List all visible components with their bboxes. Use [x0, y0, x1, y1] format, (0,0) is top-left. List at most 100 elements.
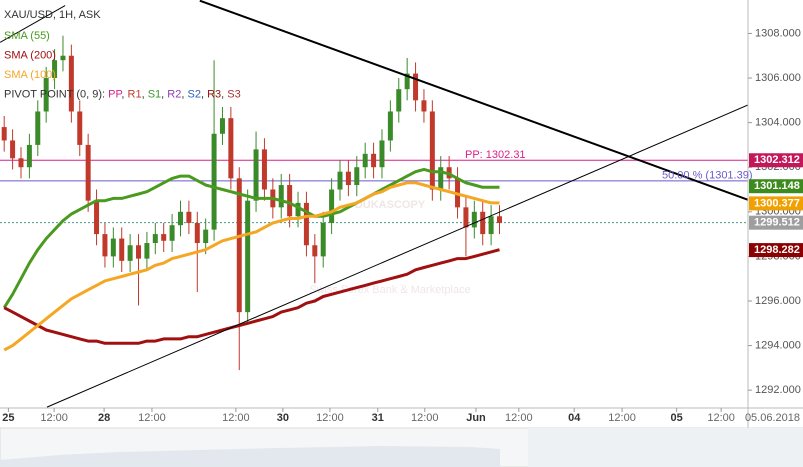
pivot-item: R1: [128, 88, 142, 100]
legend-entry: SMA (55): [4, 30, 50, 42]
candle-body: [312, 245, 318, 257]
candle-body: [337, 171, 343, 190]
candle-body: [144, 243, 150, 259]
candle-body: [169, 225, 175, 241]
candle-body: [429, 111, 435, 190]
candle-body: [119, 238, 125, 261]
candle-body: [77, 111, 83, 145]
legend-entry: SMA (200): [4, 49, 56, 61]
candle-body: [236, 178, 242, 313]
x-tick-label: 31: [372, 412, 384, 424]
level-label: PP: 1302.31: [465, 149, 526, 161]
candle-body: [480, 211, 486, 235]
price-tag-label: 1299.512: [754, 217, 800, 229]
chart-title: XAU/USD, 1H, ASK: [4, 9, 101, 21]
candle-body: [194, 222, 200, 244]
y-tick-label: 1296.000: [755, 295, 801, 307]
pivot-item: PP: [108, 88, 122, 100]
candle-body: [211, 133, 217, 230]
pivot-separator: ,: [161, 88, 167, 100]
x-tick-label: 12:00: [411, 412, 439, 424]
x-tick-label: 05: [671, 412, 683, 424]
candle-body: [438, 167, 444, 190]
pivot-separator: ,: [142, 88, 148, 100]
x-tick-label: 12:00: [40, 412, 68, 424]
candle-body: [10, 140, 16, 159]
pivot-item: S2: [187, 88, 200, 100]
candle-body: [94, 200, 100, 235]
candle-body: [43, 78, 49, 112]
navigator-area: [0, 446, 500, 467]
price-tag: [749, 196, 803, 211]
y-tick-label: 1304.000: [755, 117, 801, 129]
legend-entry: SMA (100): [4, 69, 56, 81]
x-tick-label: 12:00: [505, 412, 533, 424]
candle-body: [127, 245, 133, 261]
candle-body: [219, 118, 225, 134]
candle-body: [371, 153, 377, 168]
trendline: [0, 5, 66, 43]
candle-body: [26, 144, 32, 168]
candle-body: [245, 200, 251, 313]
x-tick-label: 30: [277, 412, 289, 424]
sma-line: [2, 167, 500, 309]
candle-body: [35, 111, 41, 145]
candle-body: [295, 202, 301, 217]
pivot-item: R3: [207, 88, 221, 100]
watermark-text: DUKASCOPY: [355, 199, 426, 211]
candle-body: [152, 234, 158, 244]
candle-body: [102, 234, 108, 257]
candle-body: [110, 238, 116, 257]
x-tick-label: 04: [568, 412, 581, 424]
trendline: [46, 104, 748, 408]
date-stamp: 05.06.2018: [745, 412, 800, 424]
pivot-separator: ,: [201, 88, 207, 100]
candle-body: [362, 153, 368, 168]
candle-body: [253, 149, 259, 201]
watermark: DUKASCOPY Swiss Forex Bank & Marketplace: [309, 199, 470, 296]
pivot-separator: ,: [181, 88, 187, 100]
candle-body: [413, 73, 419, 101]
price-tag-label: 1300.377: [754, 197, 800, 209]
price-tag: [749, 243, 803, 258]
candle-body: [60, 55, 66, 61]
candle-body: [320, 222, 326, 257]
x-tick-label: 12:00: [608, 412, 636, 424]
pivot-label: PIVOT POINT (0, 9):: [4, 88, 105, 100]
pivot-legend: PIVOT POINT (0, 9): PP, R1, S1, R2, S2, …: [4, 88, 241, 100]
price-tag: [749, 215, 803, 230]
candle-body: [471, 211, 477, 228]
candle-body: [186, 211, 192, 223]
candle-body: [136, 245, 142, 259]
candle-body: [345, 171, 351, 186]
candle-body: [278, 185, 284, 208]
candle-body: [18, 158, 24, 168]
x-tick-label: 12:00: [222, 412, 250, 424]
candle-body: [85, 144, 91, 201]
candle-body: [287, 185, 293, 217]
watermark-text: Swiss Forex Bank & Marketplace: [309, 284, 470, 296]
x-tick-label: 12:00: [138, 412, 166, 424]
navigator-window: [528, 428, 803, 467]
candle-body: [203, 229, 209, 244]
x-tick-label: Jun: [466, 412, 486, 424]
x-tick-label: 12:00: [707, 412, 735, 424]
candle-body: [497, 216, 503, 223]
candle-body: [379, 140, 385, 168]
pivot-item: R2: [167, 88, 181, 100]
y-tick-label: 1294.000: [755, 339, 801, 351]
price-tag-label: 1302.312: [754, 154, 800, 166]
candle-body: [52, 60, 58, 79]
sma-line: [3, 181, 500, 352]
sma-line: [3, 248, 500, 345]
pivot-separator: ,: [221, 88, 227, 100]
candle-body: [404, 73, 410, 90]
price-tag: [749, 153, 803, 168]
candle-body: [329, 189, 335, 223]
pivot-item: S3: [227, 88, 240, 100]
x-tick-label: 12:00: [316, 412, 344, 424]
candle-body: [488, 216, 494, 235]
